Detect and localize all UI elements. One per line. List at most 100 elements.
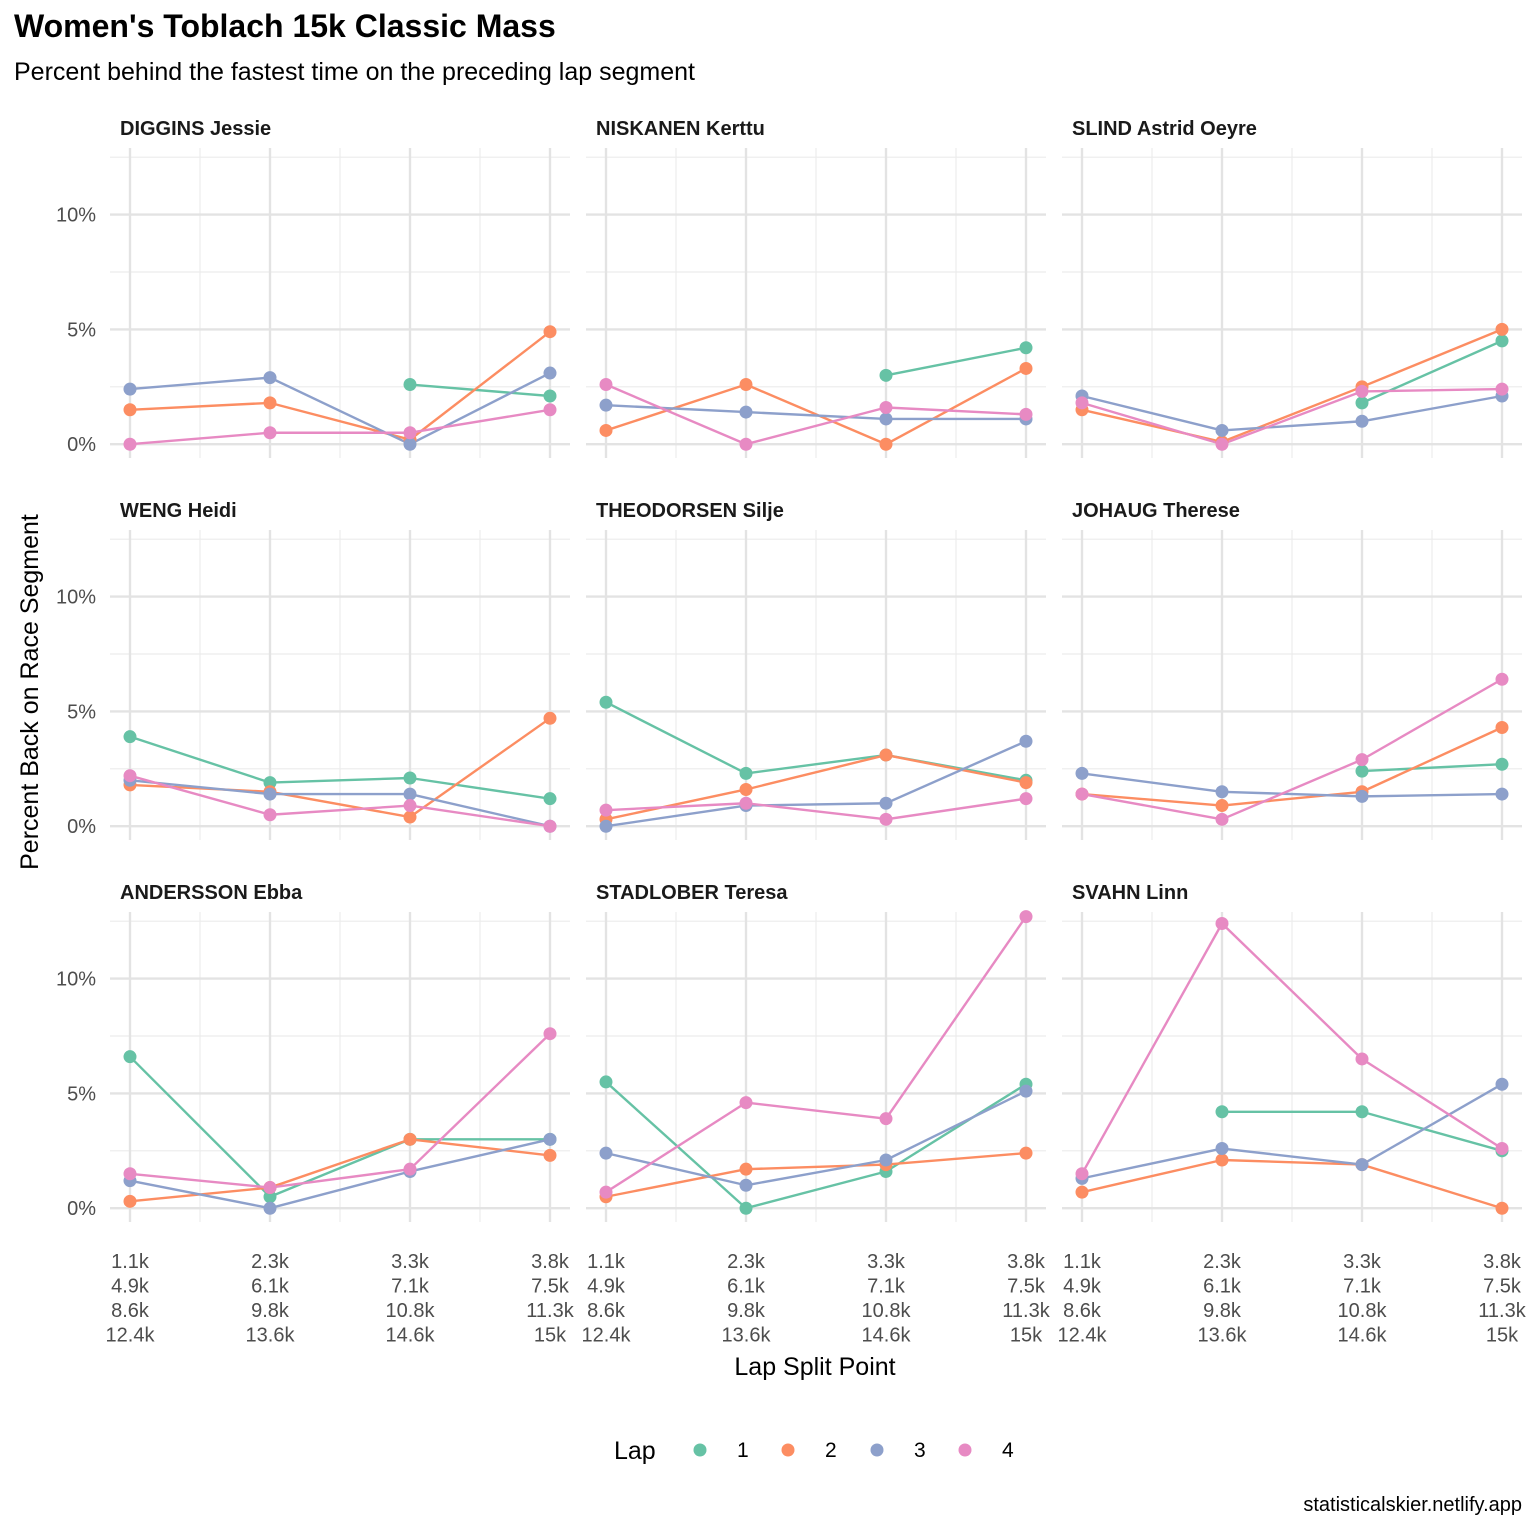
series-line-segment bbox=[605, 804, 747, 828]
x-tick-label: 7.5k bbox=[1483, 1276, 1522, 1298]
y-tick-label: 0% bbox=[67, 816, 96, 838]
data-point bbox=[599, 819, 613, 833]
series-line-segment bbox=[409, 804, 551, 828]
x-tick-label: 7.1k bbox=[867, 1276, 906, 1298]
data-point bbox=[879, 412, 893, 426]
data-point bbox=[263, 1190, 277, 1204]
data-point bbox=[123, 1194, 137, 1208]
data-point bbox=[123, 769, 137, 783]
y-tick-label: 0% bbox=[67, 434, 96, 456]
y-tick-label: 10% bbox=[56, 969, 96, 991]
x-tick-label: 3.3k bbox=[867, 1251, 906, 1273]
series-line-segment bbox=[1081, 1158, 1223, 1194]
x-tick-label: 2.3k bbox=[727, 1251, 766, 1273]
data-point bbox=[1019, 792, 1033, 806]
series-line-segment bbox=[269, 1138, 411, 1198]
series-line-segment bbox=[885, 1083, 1027, 1173]
data-point bbox=[1019, 361, 1033, 375]
chart-subtitle: Percent behind the fastest time on the p… bbox=[14, 58, 695, 86]
series-line-segment bbox=[1221, 758, 1363, 821]
x-tick-label: 10.8k bbox=[862, 1300, 912, 1322]
series-line-segment bbox=[1221, 385, 1363, 444]
data-point bbox=[1019, 776, 1033, 790]
series-line-segment bbox=[1361, 339, 1503, 404]
data-point bbox=[1355, 414, 1369, 428]
series-line-segment bbox=[605, 1168, 747, 1198]
x-tick-label: 4.9k bbox=[1063, 1276, 1102, 1298]
panel-label: THEODORSEN Silje bbox=[596, 500, 784, 522]
data-point bbox=[599, 803, 613, 817]
x-tick-label: 6.1k bbox=[251, 1276, 290, 1298]
data-point bbox=[263, 371, 277, 385]
series-line-segment bbox=[409, 1138, 551, 1173]
data-point bbox=[599, 1146, 613, 1160]
x-tick-label: 13.6k bbox=[1198, 1325, 1248, 1347]
x-tick-label: 10.8k bbox=[386, 1300, 436, 1322]
series-line-segment bbox=[1361, 792, 1503, 798]
data-point bbox=[403, 426, 417, 440]
series-line-segment bbox=[885, 346, 1027, 377]
data-point bbox=[599, 398, 613, 412]
x-tick-label: 15k bbox=[1486, 1325, 1519, 1347]
data-point bbox=[1215, 916, 1229, 930]
x-tick-label: 3.3k bbox=[1343, 1251, 1382, 1273]
panel-label: DIGGINS Jessie bbox=[120, 118, 271, 140]
x-tick-label: 15k bbox=[1010, 1325, 1043, 1347]
data-point bbox=[1215, 1153, 1229, 1167]
data-point bbox=[1355, 384, 1369, 398]
series-line-segment bbox=[1361, 328, 1503, 388]
data-point bbox=[1215, 785, 1229, 799]
data-point bbox=[543, 1132, 557, 1146]
data-point bbox=[123, 437, 137, 451]
data-point bbox=[1495, 757, 1509, 771]
data-point bbox=[739, 1096, 753, 1110]
x-tick-label: 7.1k bbox=[1343, 1276, 1382, 1298]
data-point bbox=[879, 812, 893, 826]
y-tick-label: 5% bbox=[67, 319, 96, 341]
panel-label: JOHAUG Therese bbox=[1072, 500, 1240, 522]
series-line-segment bbox=[885, 406, 1027, 416]
series-line-segment bbox=[605, 383, 747, 446]
series-line-segment bbox=[269, 1167, 411, 1189]
series-line-segment bbox=[745, 406, 887, 446]
y-tick-label: 5% bbox=[67, 1083, 96, 1105]
data-point bbox=[1075, 396, 1089, 410]
series-line-segment bbox=[605, 802, 747, 812]
x-tick-label: 6.1k bbox=[1203, 1276, 1242, 1298]
series-line-segment bbox=[605, 701, 747, 775]
x-tick-label: 11.3k bbox=[1478, 1300, 1526, 1322]
data-point bbox=[263, 787, 277, 801]
chart-caption: statisticalskier.netlify.app bbox=[1303, 1494, 1522, 1516]
data-point bbox=[739, 1162, 753, 1176]
series-line-segment bbox=[1081, 401, 1223, 446]
data-point bbox=[543, 819, 557, 833]
x-tick-label: 1.1k bbox=[587, 1251, 626, 1273]
x-tick-label: 6.1k bbox=[727, 1276, 766, 1298]
data-point bbox=[1075, 1185, 1089, 1199]
series-line-segment bbox=[1221, 922, 1363, 1060]
series-line-segment bbox=[885, 753, 1027, 784]
series-line-segment bbox=[885, 740, 1027, 805]
data-point bbox=[599, 378, 613, 392]
y-tick-label: 5% bbox=[67, 701, 96, 723]
series-line-segment bbox=[885, 1090, 1027, 1162]
data-point bbox=[1215, 1105, 1229, 1119]
data-point bbox=[1019, 341, 1033, 355]
data-point bbox=[879, 748, 893, 762]
data-point bbox=[1215, 812, 1229, 826]
x-tick-label: 12.4k bbox=[1058, 1325, 1108, 1347]
data-point bbox=[879, 437, 893, 451]
x-tick-label: 7.1k bbox=[391, 1276, 430, 1298]
data-point bbox=[1019, 734, 1033, 748]
data-point bbox=[403, 787, 417, 801]
data-point bbox=[1355, 396, 1369, 410]
series-line-segment bbox=[269, 776, 411, 784]
data-point bbox=[739, 405, 753, 419]
data-point bbox=[1215, 799, 1229, 813]
data-point bbox=[1019, 1084, 1033, 1098]
data-point bbox=[123, 382, 137, 396]
x-tick-label: 10.8k bbox=[1338, 1300, 1388, 1322]
series-line-segment bbox=[269, 1138, 411, 1189]
data-point bbox=[263, 808, 277, 822]
data-point bbox=[1495, 334, 1509, 348]
